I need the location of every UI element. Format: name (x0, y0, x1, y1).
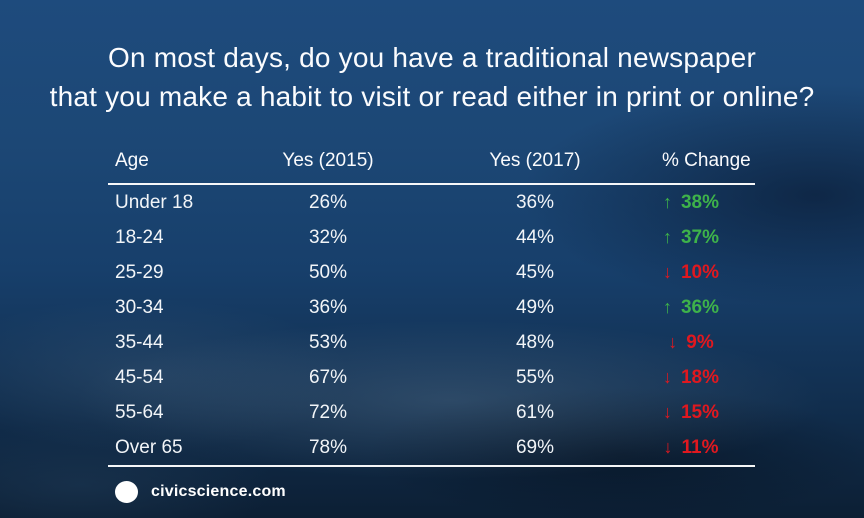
table-row: 18-24 32% 44% ↑ 37% (108, 220, 755, 255)
change-value: 37% (680, 226, 720, 248)
column-header-yes-2015: Yes (2015) (282, 149, 374, 171)
trend-arrow-icon: ↑ (662, 226, 672, 247)
age-label: 30-34 (115, 296, 164, 318)
table-row: 55-64 72% 61% ↓ 15% (108, 395, 755, 430)
table-row: 35-44 53% 48% ↓ 9% (108, 325, 755, 360)
trend-arrow-icon: ↓ (663, 436, 673, 457)
yes-2015-value: 53% (308, 331, 348, 353)
trend-arrow-icon: ↑ (662, 191, 672, 212)
brand-url: civicscience.com (151, 483, 286, 500)
table-row: Under 18 26% 36% ↑ 38% (108, 185, 755, 220)
data-table: Age Yes (2015) Yes (2017) % Change Under… (108, 138, 755, 467)
speech-bubble-icon (115, 481, 138, 503)
percent-change: ↓ 15% (662, 402, 755, 424)
yes-2017-value: 69% (515, 436, 555, 458)
change-value: 18% (680, 366, 720, 388)
age-label: 55-64 (115, 401, 164, 423)
yes-2015-value: 50% (308, 261, 348, 283)
yes-2015-value: 67% (308, 366, 348, 388)
table-row: 25-29 50% 45% ↓ 10% (108, 255, 755, 290)
table-row: 45-54 67% 55% ↓ 18% (108, 360, 755, 395)
yes-2017-value: 55% (515, 366, 555, 388)
table-row: 30-34 36% 49% ↑ 36% (108, 290, 755, 325)
yes-2017-value: 49% (515, 296, 555, 318)
percent-change: ↑ 36% (662, 297, 755, 319)
trend-arrow-icon: ↓ (662, 401, 672, 422)
percent-change: ↓ 10% (662, 262, 755, 284)
table-header-row: Age Yes (2015) Yes (2017) % Change (108, 138, 755, 185)
percent-change: ↓ 18% (662, 367, 755, 389)
survey-question-title: On most days, do you have a traditional … (0, 38, 864, 116)
yes-2017-value: 44% (515, 226, 555, 248)
footer: civicscience.com (115, 481, 286, 503)
percent-change: ↓ 11% (662, 437, 755, 459)
percent-change: ↑ 38% (662, 192, 755, 214)
change-value: 15% (680, 401, 720, 423)
change-value: 36% (680, 296, 720, 318)
trend-arrow-icon: ↑ (662, 296, 672, 317)
yes-2017-value: 45% (515, 261, 555, 283)
title-line-2: that you make a habit to visit or read e… (49, 81, 815, 112)
age-label: Under 18 (115, 191, 194, 213)
age-label: Over 65 (115, 436, 183, 458)
age-label: 45-54 (115, 366, 164, 388)
change-value: 9% (686, 331, 714, 353)
yes-2017-value: 36% (515, 191, 555, 213)
yes-2017-value: 61% (515, 401, 555, 423)
column-header-yes-2017: Yes (2017) (489, 149, 581, 171)
yes-2017-value: 48% (515, 331, 555, 353)
trend-arrow-icon: ↓ (668, 331, 678, 352)
percent-change: ↓ 9% (662, 332, 755, 354)
age-label: 25-29 (115, 261, 164, 283)
column-header-age: Age (115, 149, 149, 171)
column-header-change: % Change (662, 149, 751, 171)
trend-arrow-icon: ↓ (662, 366, 672, 387)
yes-2015-value: 78% (308, 436, 348, 458)
change-value: 10% (680, 261, 720, 283)
title-line-1: On most days, do you have a traditional … (108, 42, 756, 73)
age-label: 35-44 (115, 331, 164, 353)
change-value: 11% (681, 436, 719, 458)
table-body: Under 18 26% 36% ↑ 38% 18-24 32% 44% ↑ 37%… (108, 185, 755, 467)
trend-arrow-icon: ↓ (662, 261, 672, 282)
table-row: Over 65 78% 69% ↓ 11% (108, 430, 755, 465)
percent-change: ↑ 37% (662, 227, 755, 249)
yes-2015-value: 32% (308, 226, 348, 248)
age-label: 18-24 (115, 226, 164, 248)
yes-2015-value: 72% (308, 401, 348, 423)
change-value: 38% (680, 191, 720, 213)
yes-2015-value: 36% (308, 296, 348, 318)
yes-2015-value: 26% (308, 191, 348, 213)
